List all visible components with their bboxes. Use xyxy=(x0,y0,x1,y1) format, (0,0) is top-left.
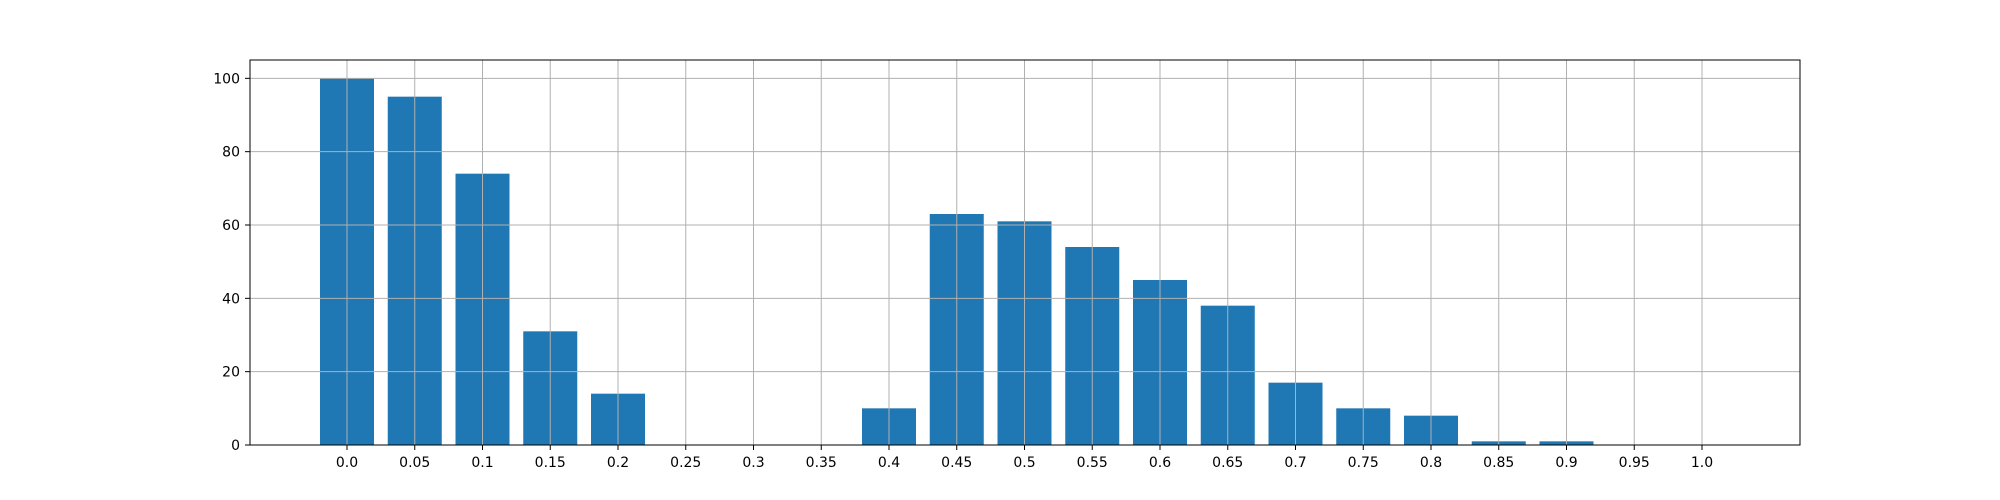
x-tick-label: 0.3 xyxy=(742,455,764,471)
axes-frame xyxy=(249,59,1801,446)
x-tick-label: 0.2 xyxy=(607,455,629,471)
x-tick-label: 0.85 xyxy=(1483,455,1514,471)
y-tick-label: 80 xyxy=(222,145,240,161)
x-tick-label: 0.05 xyxy=(399,455,430,471)
y-tick-label: 100 xyxy=(213,71,240,87)
x-tick-label: 0.45 xyxy=(941,455,972,471)
labels-layer: 0.0 0.05 0.1 0.15 0.2 0.25 0.3 0.35 0.4 0.45 0.5 0.… xyxy=(213,71,1713,471)
x-tick-label: 0.8 xyxy=(1420,455,1442,471)
x-tick-label: 0.1 xyxy=(471,455,493,471)
y-tick-label: 40 xyxy=(222,291,240,307)
x-tick-label: 0.35 xyxy=(806,455,837,471)
x-tick-label: 0.9 xyxy=(1555,455,1577,471)
x-tick-label: 1.0 xyxy=(1691,455,1713,471)
y-tick-label: 0 xyxy=(231,438,240,454)
x-tick-label: 0.95 xyxy=(1619,455,1650,471)
x-tick-label: 0.7 xyxy=(1284,455,1306,471)
grid-layer xyxy=(250,60,1800,446)
x-tick-label: 0.0 xyxy=(336,455,358,471)
x-tick-label: 0.6 xyxy=(1149,455,1171,471)
x-tick-label: 0.65 xyxy=(1212,455,1243,471)
x-tick-label: 0.75 xyxy=(1348,455,1379,471)
x-tick-label: 0.4 xyxy=(878,455,900,471)
y-tick-label: 60 xyxy=(222,218,240,234)
y-tick-label: 20 xyxy=(222,365,240,381)
x-tick-label: 0.55 xyxy=(1077,455,1108,471)
x-tick-label: 0.5 xyxy=(1013,455,1035,471)
x-tick-label: 0.25 xyxy=(670,455,701,471)
x-tick-label: 0.15 xyxy=(535,455,566,471)
ticks-layer xyxy=(245,77,1703,450)
